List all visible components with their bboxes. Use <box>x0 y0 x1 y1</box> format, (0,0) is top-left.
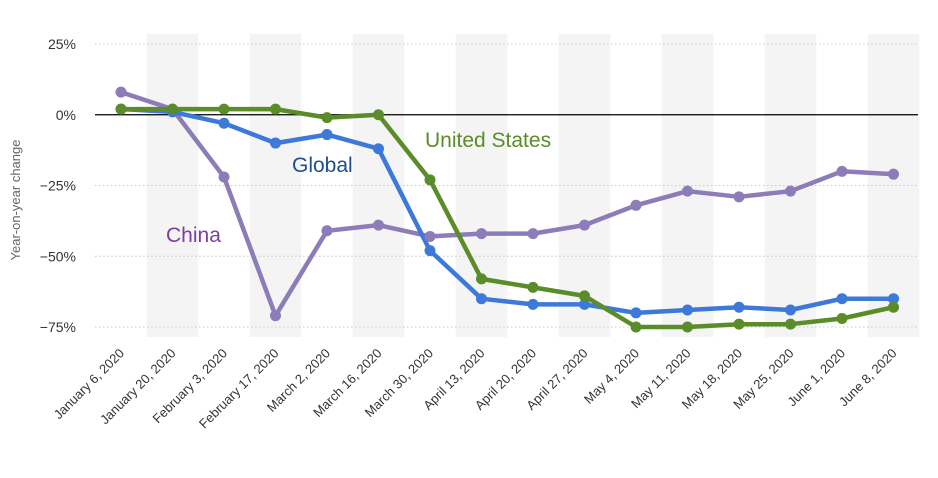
data-point <box>682 185 693 197</box>
data-point <box>836 293 848 305</box>
data-point <box>373 219 384 231</box>
data-point <box>424 245 436 257</box>
data-point <box>836 165 848 177</box>
y-tick-label: 0% <box>56 107 76 123</box>
data-point <box>527 298 539 310</box>
data-point <box>373 143 384 155</box>
data-point <box>476 273 487 285</box>
data-point <box>579 298 590 310</box>
data-point <box>888 168 899 180</box>
y-tick-label: −50% <box>40 248 76 264</box>
series-points <box>115 86 899 333</box>
data-point <box>115 86 127 98</box>
series-line <box>118 106 896 316</box>
data-point <box>424 174 436 186</box>
data-point <box>630 199 642 211</box>
data-point <box>836 313 848 325</box>
data-point <box>424 230 436 242</box>
data-point <box>218 103 230 115</box>
data-point <box>682 304 693 316</box>
data-point <box>682 321 693 333</box>
series-label: United States <box>425 129 551 152</box>
data-point <box>630 307 642 319</box>
data-point <box>476 293 487 305</box>
data-point <box>373 109 384 121</box>
data-point <box>733 191 745 203</box>
data-point <box>733 318 745 330</box>
data-point <box>527 281 539 293</box>
y-axis: 25% 0% −25% −50% −75% <box>40 36 76 335</box>
y-axis-label: Year-on-year change <box>8 140 23 261</box>
data-point <box>476 228 487 240</box>
data-point <box>270 310 281 322</box>
y-tick-label: 25% <box>48 36 76 52</box>
series-line <box>118 106 896 330</box>
data-point <box>527 228 539 240</box>
data-point <box>733 301 745 313</box>
series-label: China <box>166 224 221 247</box>
data-point <box>888 301 899 313</box>
data-point <box>321 112 333 124</box>
y-tick-label: −75% <box>40 319 76 335</box>
data-point <box>785 318 796 330</box>
series-label: Global <box>292 154 353 177</box>
data-point <box>579 290 590 302</box>
data-point <box>321 225 333 237</box>
data-point <box>115 103 127 115</box>
data-point <box>270 137 281 149</box>
data-point <box>888 293 899 305</box>
data-point <box>218 171 230 183</box>
data-point <box>579 219 590 231</box>
grid-lines <box>95 43 918 328</box>
data-point <box>167 103 178 115</box>
y-tick-label: −25% <box>40 178 76 194</box>
data-point <box>630 321 642 333</box>
data-point <box>785 185 796 197</box>
series-lines <box>118 89 896 330</box>
series-labels: China Global United States <box>166 129 551 247</box>
series-line <box>118 89 896 318</box>
data-point <box>270 103 281 115</box>
data-point <box>218 117 230 129</box>
data-point <box>785 304 796 316</box>
data-point <box>321 129 333 141</box>
